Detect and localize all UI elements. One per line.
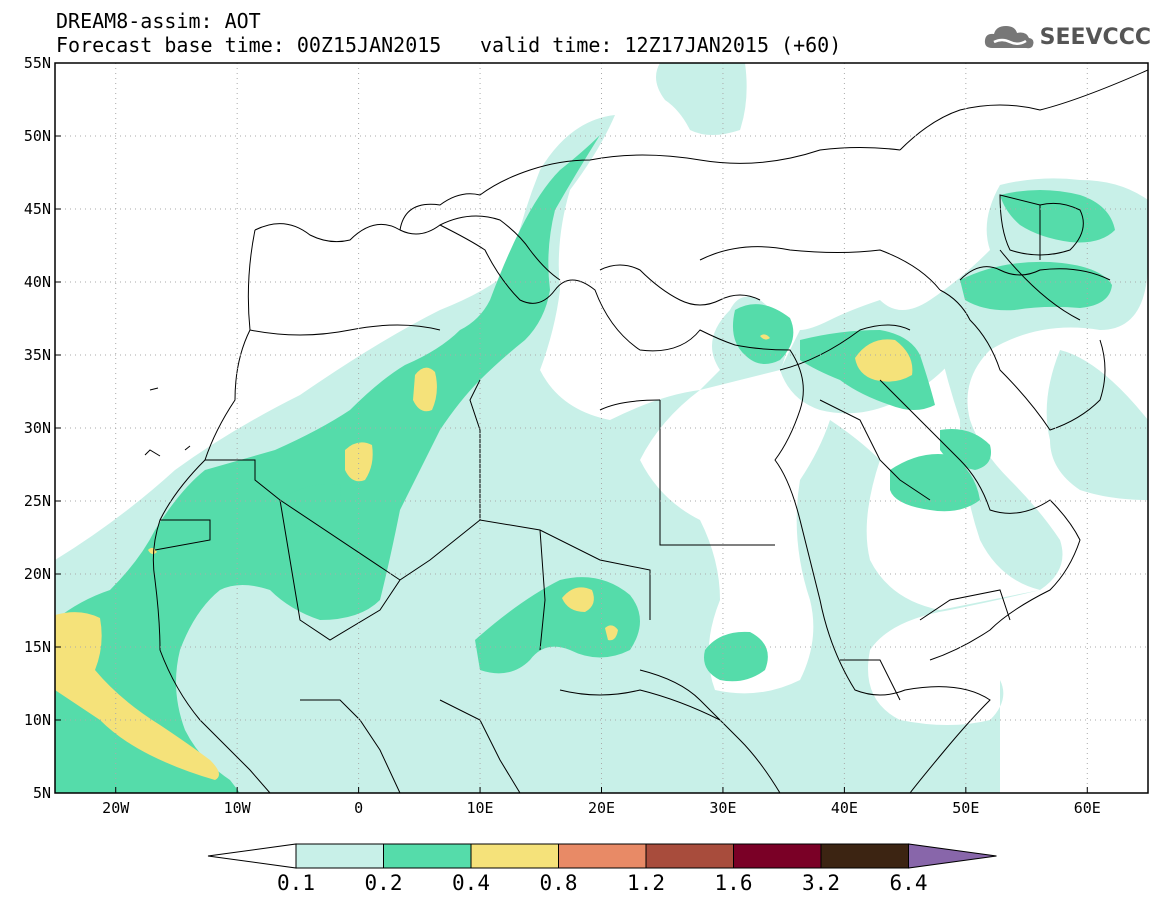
colorbar-segment (383, 843, 472, 869)
colorbar-high-arrow (908, 843, 997, 869)
colorbar-level-label: 0.2 (365, 871, 403, 895)
lon-tick-label: 30E (709, 799, 736, 817)
lon-tick-label: 60E (1074, 799, 1101, 817)
colorbar-level-label: 1.2 (627, 871, 665, 895)
lat-tick-label: 5N (33, 784, 51, 802)
map-title: DREAM8-assim: AOT (56, 9, 261, 33)
aot-level-0.4 (55, 334, 913, 780)
coastlines (144, 69, 1148, 793)
lon-tick-label: 40E (831, 799, 858, 817)
colorbar-segment (645, 843, 734, 869)
country-borders (154, 205, 1106, 793)
colorbar-segment (820, 843, 909, 869)
colorbar-level-label: 3.2 (802, 871, 840, 895)
lon-tick-label: 0 (354, 799, 363, 817)
colorbar-low-arrow (207, 843, 297, 869)
lat-axis: 55N 50N 45N 40N 35N 30N 25N 20N 15N 10N 5N (24, 54, 61, 802)
lon-tick-label: 10E (467, 799, 494, 817)
colorbar-level-label: 1.6 (715, 871, 753, 895)
lat-tick-label: 10N (24, 711, 51, 729)
lat-tick-label: 50N (24, 127, 51, 145)
colorbar-level-label: 6.4 (890, 871, 928, 895)
logo-text: SEEVCCC (1039, 24, 1151, 50)
colorbar-segment (295, 843, 384, 869)
lat-tick-label: 20N (24, 565, 51, 583)
lat-tick-label: 45N (24, 200, 51, 218)
colorbar-level-label: 0.8 (540, 871, 578, 895)
lat-tick-label: 40N (24, 273, 51, 291)
lon-tick-label: 20W (102, 799, 130, 817)
seevccc-logo: SEEVCCC (982, 22, 1151, 52)
colorbar-level-label: 0.4 (452, 871, 490, 895)
lat-tick-label: 55N (24, 54, 51, 72)
colorbar-segment (558, 843, 647, 869)
cloud-icon (984, 26, 1034, 49)
colorbar-segment (470, 843, 559, 869)
lon-axis: 20W 10W 0 10E 20E 30E 40E 50E 60E (102, 787, 1101, 817)
valid-time: valid time: 12Z17JAN2015 (+60) (480, 33, 842, 57)
lat-tick-label: 15N (24, 638, 51, 656)
lon-tick-label: 10W (224, 799, 252, 817)
lat-tick-label: 25N (24, 492, 51, 510)
forecast-base-time: Forecast base time: 00Z15JAN2015 (56, 33, 442, 57)
lat-tick-label: 35N (24, 346, 51, 364)
lon-tick-label: 50E (952, 799, 979, 817)
lon-tick-label: 20E (588, 799, 615, 817)
lat-tick-label: 30N (24, 419, 51, 437)
aot-colorbar: 0.1 0.2 0.4 0.8 1.2 1.6 3.2 6.4 (207, 843, 997, 895)
colorbar-segment (733, 843, 822, 869)
colorbar-level-label: 0.1 (277, 871, 315, 895)
